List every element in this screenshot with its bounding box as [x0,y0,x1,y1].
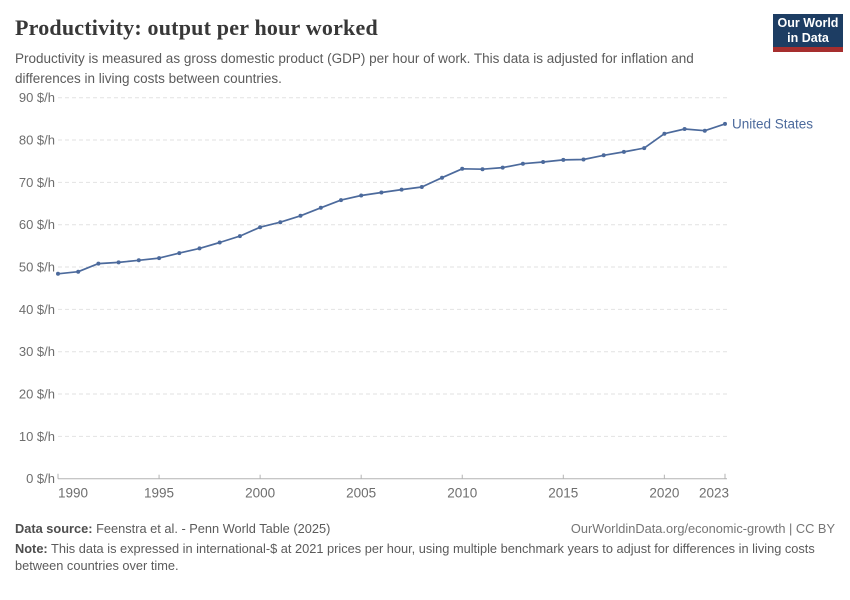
y-axis-label: 90 $/h [19,90,55,105]
data-point[interactable] [500,165,505,170]
y-axis-label: 50 $/h [19,260,55,275]
data-point[interactable] [480,167,485,172]
data-point[interactable] [520,161,525,166]
data-point[interactable] [258,225,263,230]
chart-subtitle: Productivity is measured as gross domest… [15,51,694,86]
page-title: Productivity: output per hour worked [15,15,378,40]
data-point[interactable] [76,269,81,274]
data-source-text: Feenstra et al. - Penn World Table (2025… [92,521,331,536]
chart-note: Note: This data is expressed in internat… [15,540,835,574]
x-axis-label: 2000 [245,486,275,501]
data-point[interactable] [96,261,101,266]
owid-logo-line1: Our World [777,15,839,30]
data-point[interactable] [642,146,647,151]
data-point[interactable] [561,157,566,162]
data-point[interactable] [440,175,444,180]
note-text: This data is expressed in international-… [15,541,815,573]
data-point[interactable] [237,234,242,239]
series-label[interactable]: United States [732,116,813,131]
data-point[interactable] [278,220,283,225]
data-point[interactable] [621,149,626,154]
data-point[interactable] [541,160,546,164]
data-point[interactable] [702,128,707,133]
x-axis-label: 2010 [447,486,477,501]
chart-canvas: 0 $/h 10 $/h 20 $/h 30 $/h 40 $/h 50 $/h 60 $/… [19,90,813,501]
data-source-label: Data source: [15,521,93,536]
y-axis-label: 60 $/h [19,217,55,232]
y-axis-label: 10 $/h [19,429,55,444]
data-point[interactable] [56,271,60,276]
x-axis-label: 2020 [649,486,679,501]
note-label: Note: [15,541,48,556]
y-axis-label: 70 $/h [19,175,55,190]
x-axis-label: 2015 [548,486,578,501]
owid-logo[interactable]: Our World in Data [773,14,843,52]
data-point[interactable] [601,153,606,158]
y-axis-label: 40 $/h [19,302,55,317]
x-axis-label: 2005 [346,486,376,501]
data-point[interactable] [399,187,404,192]
line-chart: 0 $/h 10 $/h 20 $/h 30 $/h 40 $/h 50 $/h 60 $/… [0,81,850,516]
chart-footer: Data source: Feenstra et al. - Penn Worl… [0,516,850,574]
owid-logo-line2: in Data [787,30,829,45]
data-point[interactable] [318,205,323,210]
data-point[interactable] [662,131,667,136]
x-axis-label: 1995 [144,486,174,501]
data-point[interactable] [419,185,424,189]
y-axis-label: 30 $/h [19,344,55,359]
data-point[interactable] [723,121,727,126]
data-point[interactable] [157,256,162,261]
y-axis-label: 20 $/h [19,387,55,402]
data-point[interactable] [460,166,465,171]
data-point[interactable] [359,193,364,198]
chart-header: Productivity: output per hour worked Pro… [0,0,850,86]
data-point[interactable] [136,258,141,263]
data-point[interactable] [217,240,222,245]
data-source: Data source: Feenstra et al. - Penn Worl… [15,520,330,537]
y-axis-label: 0 $/h [26,471,55,486]
data-point[interactable] [339,198,343,203]
data-line[interactable] [57,123,726,275]
data-point[interactable] [298,213,303,218]
y-axis-label: 80 $/h [19,133,55,148]
data-point[interactable] [379,190,384,195]
x-axis-label: 2023 [699,486,729,501]
x-axis-label: 1990 [58,486,88,501]
data-point[interactable] [581,157,586,162]
data-point[interactable] [116,260,121,265]
data-point[interactable] [177,251,182,256]
license-link[interactable]: OurWorldinData.org/economic-growth | CC … [570,521,835,536]
data-point[interactable] [682,127,687,131]
data-point[interactable] [197,246,202,251]
